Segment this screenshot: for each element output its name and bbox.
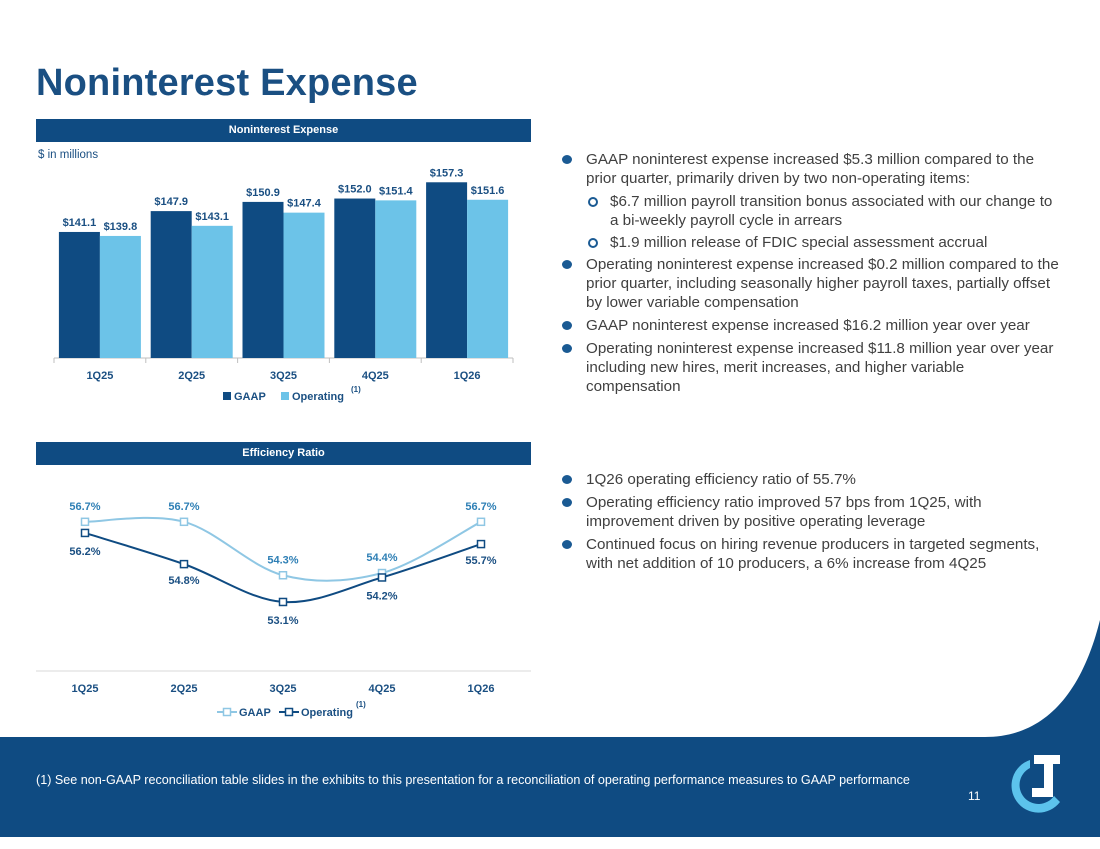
point-operating-4q25	[377, 573, 387, 582]
line-data-label: 53.1%	[267, 615, 298, 627]
legend-label-operating: Operating	[301, 707, 353, 719]
legend-label-gaap: GAAP	[234, 391, 266, 403]
bar-operating-1q26	[467, 199, 509, 358]
line-chart-header: Efficiency Ratio	[36, 442, 531, 465]
bar-data-label: $139.8	[104, 221, 138, 233]
bar-operating-1q25	[99, 235, 141, 358]
point-gaap-1q25	[80, 517, 90, 527]
bar-data-label: $151.4	[379, 185, 414, 197]
bar-operating-2q25	[191, 225, 233, 358]
bullet-item: 1Q26 operating efficiency ratio of 55.7%	[562, 470, 1062, 489]
bar-data-label: $147.9	[154, 196, 188, 208]
bar-gaap-2q25	[150, 211, 192, 358]
noninterest-expense-bar-chart: $141.1 $139.8 1Q25 $147.9 $143.1 2Q25 $150.9 $1…	[53, 167, 514, 403]
bar-gaap-3q25	[242, 201, 284, 358]
x-tick-label: 1Q25	[72, 683, 99, 695]
line-data-label: 55.7%	[465, 555, 496, 567]
footer-band	[0, 737, 1100, 837]
bullet-list-expense: GAAP noninterest expense increased $5.3 …	[562, 150, 1062, 400]
company-logo	[1011, 755, 1060, 813]
x-tick-label: 2Q25	[178, 370, 205, 382]
line-data-label: 56.2%	[69, 546, 100, 558]
bar-data-label: $141.1	[63, 217, 97, 229]
bar-chart-header: Noninterest Expense	[36, 119, 531, 142]
x-tick-label: 4Q25	[362, 370, 389, 382]
point-operating-2q25	[179, 559, 189, 569]
x-tick-label: 3Q25	[270, 370, 297, 382]
legend-swatch-operating	[281, 392, 289, 400]
x-tick-label: 1Q26	[468, 683, 495, 695]
line-data-label: 56.7%	[168, 501, 199, 513]
point-operating-1q25	[80, 528, 90, 538]
units-label: $ in millions	[38, 149, 99, 161]
x-tick-label: 3Q25	[270, 683, 297, 695]
bar-data-label: $151.6	[471, 185, 505, 197]
bar-operating-4q25	[375, 200, 417, 358]
point-gaap-3q25	[278, 571, 288, 580]
point-operating-1q26	[476, 539, 486, 549]
bar-operating-3q25	[283, 212, 325, 358]
sub-bullet-item: $1.9 million release of FDIC special ass…	[562, 233, 1062, 252]
page-number: 11	[968, 789, 981, 803]
bullet-item: Operating noninterest expense increased …	[562, 339, 1062, 396]
legend-footnote-marker: (1)	[351, 385, 361, 394]
bar-gaap-4q25	[334, 198, 376, 358]
efficiency-ratio-line-chart: 56.7% 56.7% 54.3% 54.4% 56.7% 56.2% 54.8% 53.1%…	[36, 501, 531, 719]
x-tick-label: 4Q25	[369, 683, 396, 695]
line-data-label: 56.7%	[69, 501, 100, 513]
x-tick-label: 1Q25	[86, 370, 113, 382]
point-gaap-1q26	[476, 517, 486, 527]
legend-footnote-marker: (1)	[356, 700, 366, 709]
bar-data-label: $143.1	[195, 211, 229, 223]
legend-marker-operating	[284, 707, 294, 717]
point-gaap-2q25	[179, 517, 189, 527]
footnote: (1) See non-GAAP reconciliation table sl…	[36, 773, 910, 787]
bar-data-label: $150.9	[246, 187, 280, 199]
bullet-list-efficiency: 1Q26 operating efficiency ratio of 55.7%…	[562, 470, 1062, 577]
x-tick-label: 1Q26	[454, 370, 481, 382]
line-data-label: 54.2%	[366, 590, 397, 602]
bullet-item: Operating noninterest expense increased …	[562, 255, 1062, 312]
legend-swatch-gaap	[223, 392, 231, 400]
bullet-item: Operating efficiency ratio improved 57 b…	[562, 493, 1062, 531]
sub-bullet-item: $6.7 million payroll transition bonus as…	[562, 192, 1062, 230]
bar-data-label: $152.0	[338, 184, 372, 196]
line-data-label: 54.3%	[267, 554, 298, 566]
legend-marker-gaap	[222, 707, 232, 717]
bar-gaap-1q26	[426, 182, 468, 358]
x-tick-label: 2Q25	[171, 683, 198, 695]
bar-gaap-1q25	[58, 231, 100, 358]
bar-data-label: $157.3	[430, 167, 464, 179]
bullet-item: GAAP noninterest expense increased $5.3 …	[562, 150, 1062, 188]
point-operating-3q25	[278, 597, 288, 607]
legend-label-gaap: GAAP	[239, 707, 271, 719]
bullet-item: GAAP noninterest expense increased $16.2…	[562, 316, 1062, 335]
line-data-label: 54.4%	[366, 552, 397, 564]
bullet-item: Continued focus on hiring revenue produc…	[562, 535, 1062, 573]
page-title: Noninterest Expense	[36, 62, 418, 104]
bar-data-label: $147.4	[287, 198, 322, 210]
legend-label-operating: Operating	[292, 391, 344, 403]
line-data-label: 56.7%	[465, 501, 496, 513]
line-data-label: 54.8%	[168, 575, 199, 587]
